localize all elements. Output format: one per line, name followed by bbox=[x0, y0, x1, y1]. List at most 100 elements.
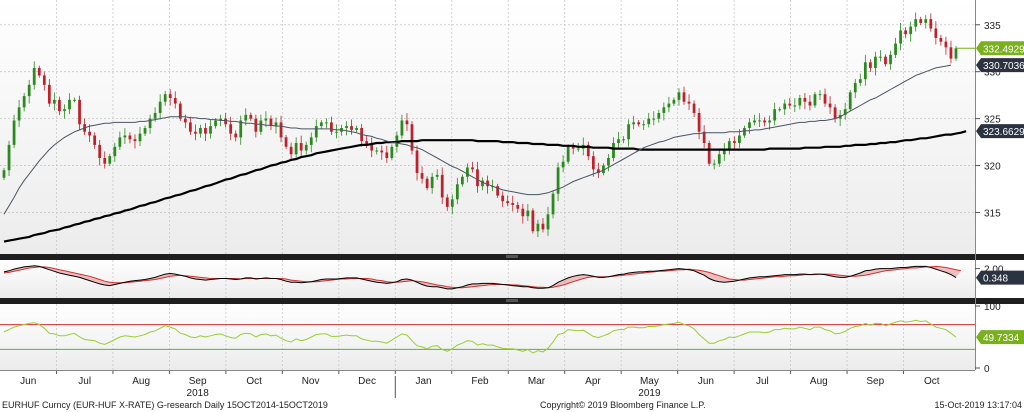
candle bbox=[672, 97, 676, 106]
candle bbox=[687, 94, 691, 111]
candle bbox=[617, 131, 620, 150]
candle-body bbox=[722, 150, 726, 155]
candle-body bbox=[219, 118, 222, 121]
candle bbox=[894, 37, 897, 58]
resize-grip-icon[interactable] bbox=[506, 255, 518, 258]
candle-body bbox=[410, 124, 414, 151]
candle bbox=[692, 100, 696, 118]
candle bbox=[702, 125, 706, 148]
candle bbox=[209, 119, 212, 139]
candle bbox=[345, 121, 348, 136]
candle-body bbox=[843, 109, 847, 115]
x-year-label: 2019 bbox=[638, 388, 661, 399]
candle-body bbox=[148, 118, 152, 128]
candle bbox=[818, 90, 822, 100]
candle bbox=[380, 145, 384, 160]
ma-short-badge-bg bbox=[976, 58, 1024, 73]
candle-body bbox=[52, 99, 56, 104]
candle-body bbox=[73, 99, 76, 101]
candle-body bbox=[954, 48, 958, 59]
candle-body bbox=[712, 163, 716, 165]
last-price-badge-text: 332.4929 bbox=[983, 44, 1024, 55]
candle-body bbox=[707, 143, 711, 164]
candle bbox=[677, 88, 681, 106]
last-price-badge-bg bbox=[976, 41, 1024, 56]
candle bbox=[874, 51, 877, 76]
candle bbox=[239, 115, 243, 145]
macd-badge-text: 0.348 bbox=[983, 274, 1008, 285]
candle-body bbox=[652, 118, 656, 120]
candle bbox=[843, 102, 847, 120]
candle bbox=[722, 143, 726, 161]
y-tick-label: 335 bbox=[984, 21, 1001, 32]
timestamp: 15-Oct-2019 13:17:04 bbox=[934, 400, 1022, 410]
candle-body bbox=[335, 131, 338, 133]
candle-body bbox=[798, 97, 802, 106]
rsi-badge-bg bbox=[976, 330, 1024, 345]
x-tick-label: Mar bbox=[528, 376, 546, 387]
candle-body bbox=[204, 128, 207, 134]
candle bbox=[123, 128, 127, 144]
candle-body bbox=[455, 184, 459, 200]
candle bbox=[788, 97, 792, 109]
candle bbox=[440, 167, 444, 205]
candle bbox=[445, 194, 449, 211]
candle-body bbox=[239, 120, 243, 138]
ma-long-badge-bg bbox=[976, 124, 1024, 139]
candle-body bbox=[400, 120, 404, 136]
candle bbox=[143, 125, 147, 136]
candle-body bbox=[763, 120, 766, 123]
candle-body bbox=[42, 75, 46, 85]
candle bbox=[622, 136, 625, 144]
candle bbox=[732, 136, 736, 151]
candle bbox=[173, 91, 177, 109]
candle-body bbox=[627, 124, 630, 140]
candle bbox=[355, 125, 358, 133]
candle-body bbox=[944, 41, 948, 48]
candle bbox=[516, 201, 520, 213]
candle bbox=[138, 127, 142, 147]
x-tick-label: May bbox=[640, 376, 659, 387]
candle bbox=[168, 89, 172, 106]
resize-grip-icon[interactable] bbox=[506, 299, 518, 302]
candle bbox=[98, 140, 102, 166]
candle-body bbox=[541, 223, 545, 230]
candle bbox=[717, 148, 721, 167]
macd-series bbox=[3, 265, 962, 290]
candle bbox=[420, 166, 424, 184]
candle bbox=[2, 167, 6, 181]
candle-body bbox=[249, 114, 253, 119]
candle bbox=[425, 176, 429, 191]
candle-body bbox=[445, 197, 449, 207]
candle-body bbox=[687, 101, 691, 104]
candle-body bbox=[324, 122, 328, 124]
ma-short-line bbox=[3, 64, 952, 215]
candle bbox=[652, 111, 656, 126]
macd-badge: 0.348 bbox=[976, 270, 1024, 285]
candle-body bbox=[279, 122, 283, 138]
candle bbox=[37, 65, 41, 78]
candle bbox=[758, 113, 761, 128]
candle bbox=[47, 79, 51, 107]
candle-body bbox=[143, 128, 147, 134]
candle-body bbox=[209, 126, 212, 134]
candle bbox=[511, 195, 515, 212]
candle bbox=[299, 135, 303, 158]
candle-body bbox=[617, 139, 620, 144]
candle-body bbox=[884, 56, 887, 65]
candle-body bbox=[521, 208, 525, 217]
candle bbox=[858, 73, 862, 87]
candle bbox=[481, 177, 484, 191]
candle bbox=[234, 130, 238, 142]
candle-body bbox=[355, 128, 358, 130]
candle bbox=[889, 50, 892, 70]
candle bbox=[783, 99, 787, 115]
candle bbox=[73, 97, 76, 103]
grid bbox=[0, 0, 975, 370]
candle bbox=[294, 137, 298, 158]
candle-body bbox=[259, 120, 263, 132]
candle bbox=[128, 132, 132, 144]
candle bbox=[536, 219, 540, 237]
candle-body bbox=[813, 94, 817, 106]
x-tick-label: Jul bbox=[756, 376, 769, 387]
